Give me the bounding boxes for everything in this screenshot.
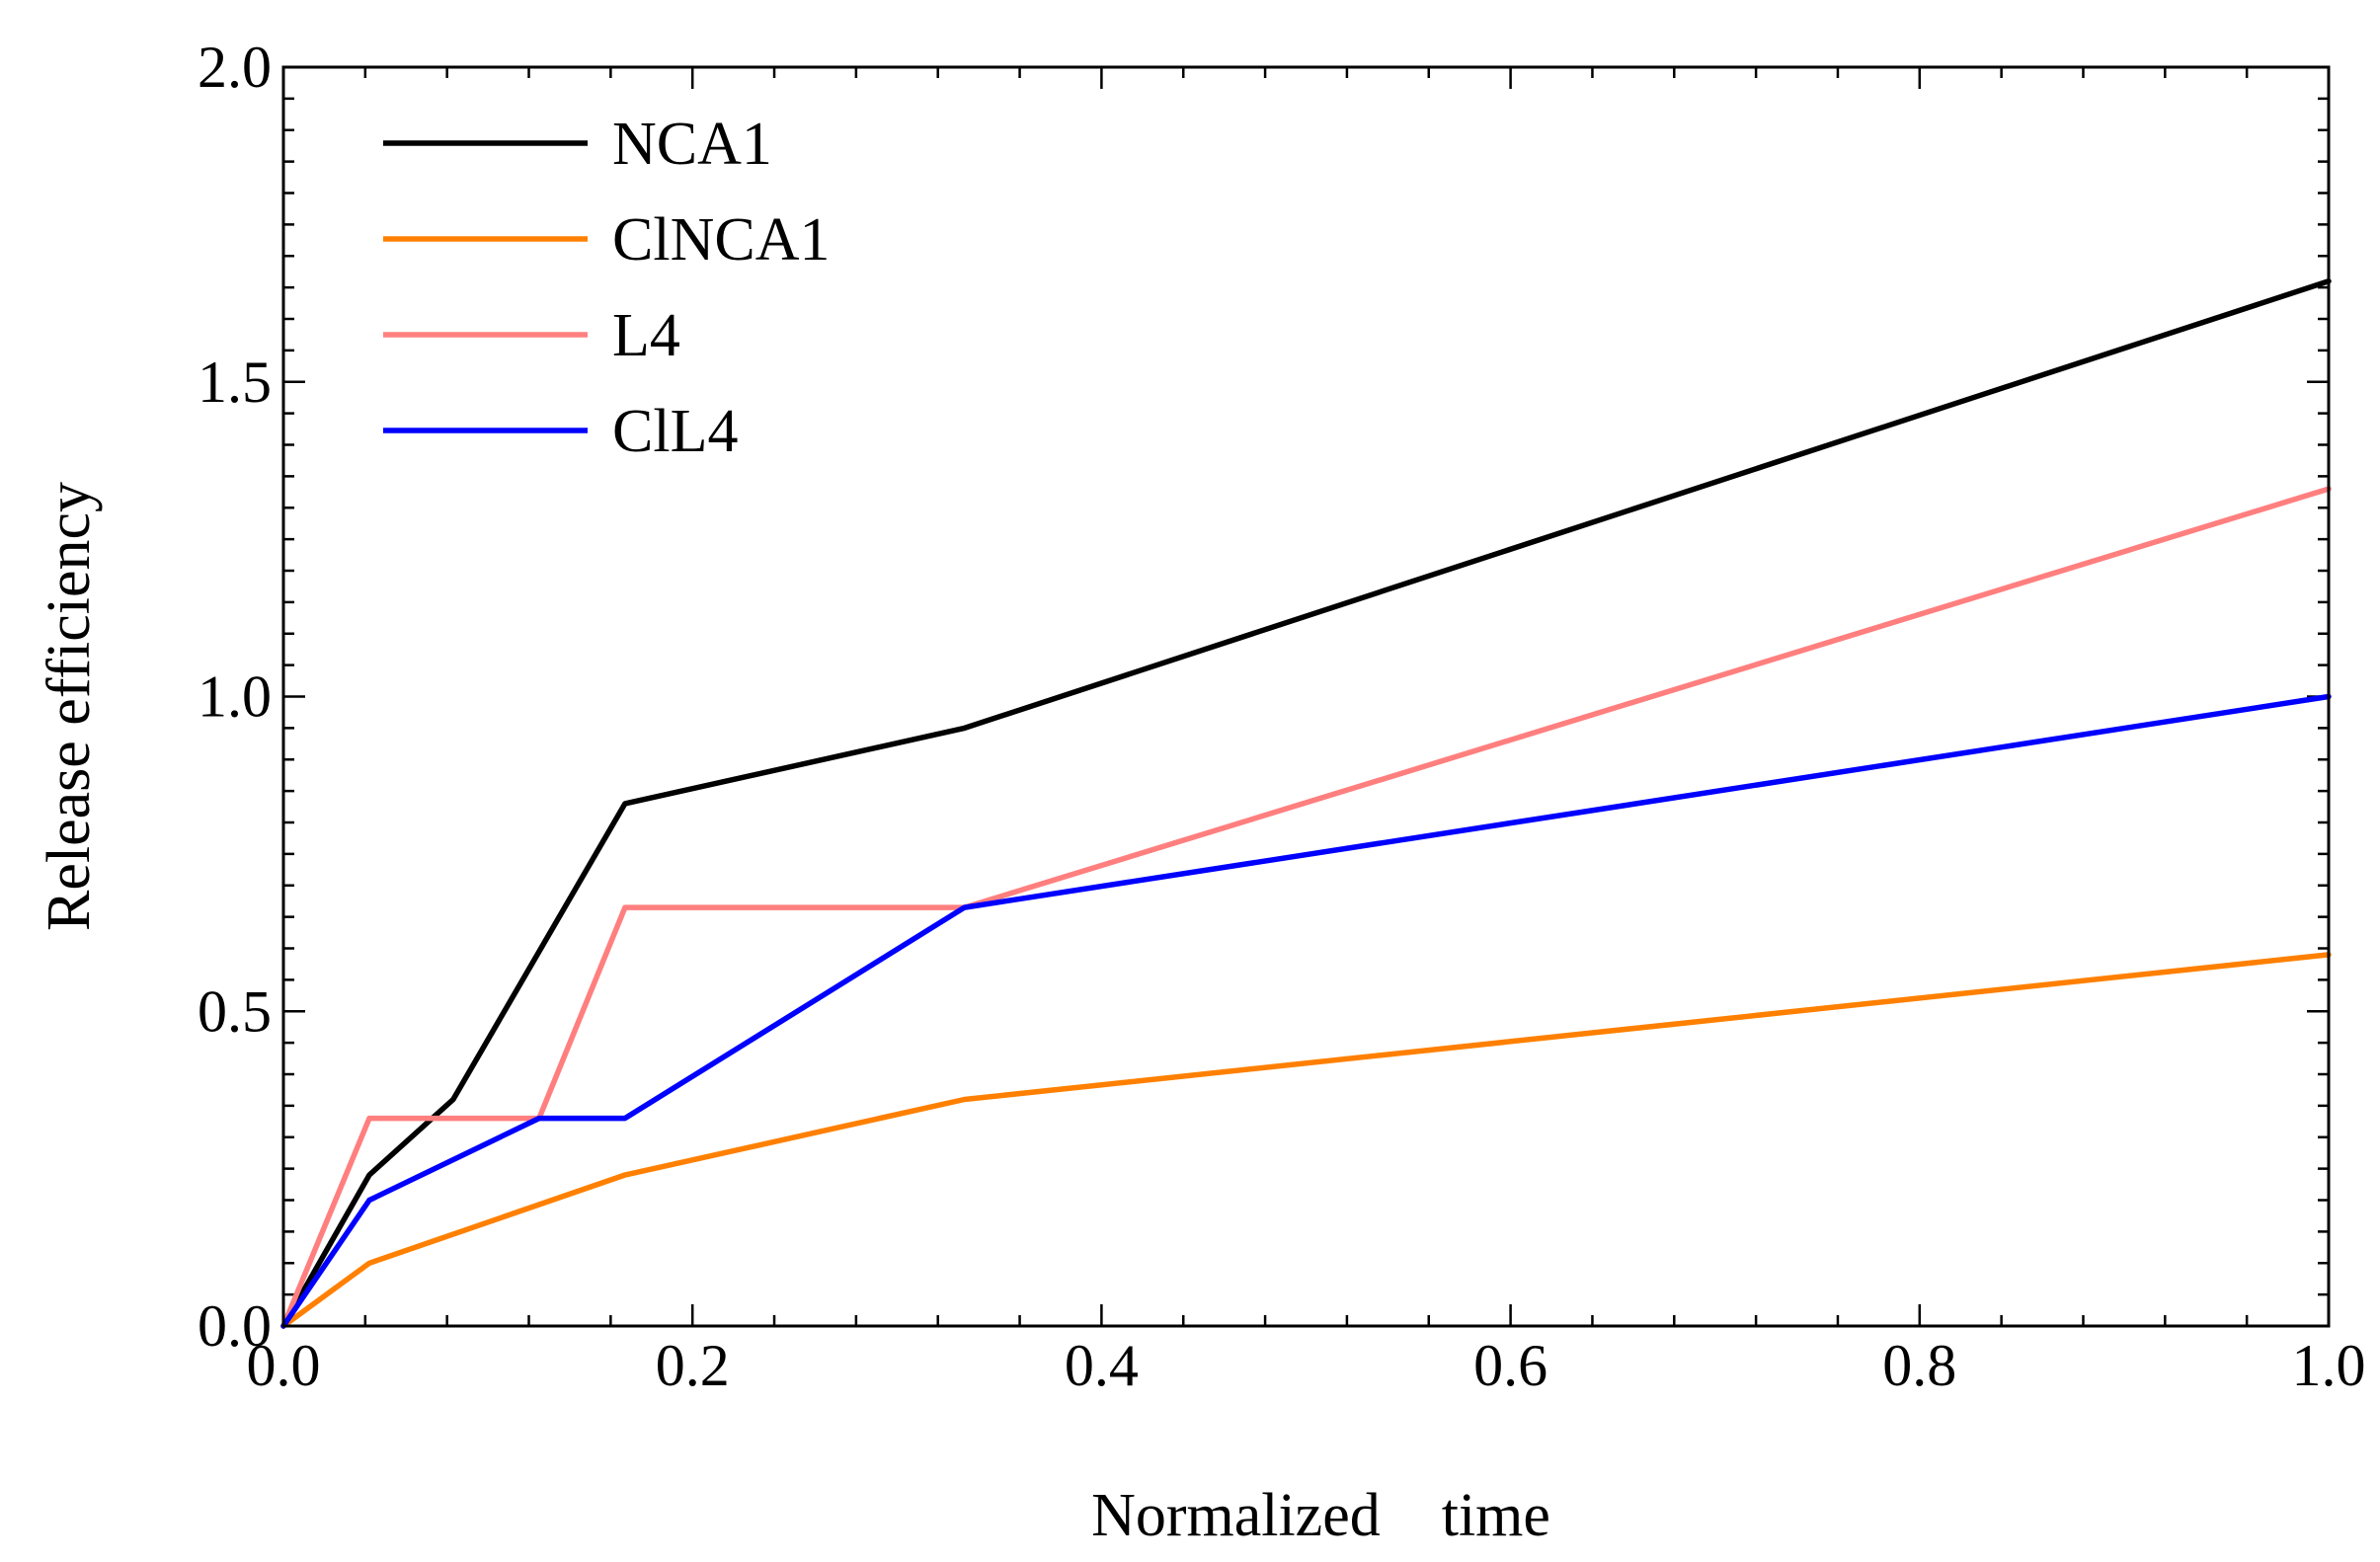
- legend: NCA1 ClNCA1 L4 ClL4: [383, 111, 830, 465]
- x-tick-label: 1.0: [2292, 1333, 2366, 1398]
- legend-label-nca1: NCA1: [612, 111, 772, 178]
- x-tick-label: 0.8: [1882, 1333, 1956, 1398]
- legend-label-clnca1: ClNCA1: [612, 206, 830, 273]
- y-tick-label: 2.0: [198, 35, 272, 100]
- x-tick-label: 0.4: [1065, 1333, 1139, 1398]
- series-lines: [280, 278, 2332, 1329]
- plot-frame: [281, 65, 2331, 1328]
- legend-label-l4: L4: [612, 302, 680, 369]
- y-tick-label: 1.5: [198, 350, 272, 415]
- series-line-nca1: [280, 278, 2332, 1329]
- series-line-cll4: [280, 693, 2332, 1329]
- x-tick-label: 0.0: [247, 1333, 321, 1398]
- legend-label-cll4: ClL4: [612, 398, 738, 465]
- x-axis-title: Normalized time: [1091, 1482, 1550, 1549]
- series-line-l4: [280, 486, 2332, 1329]
- y-tick-label: 0.0: [198, 1293, 272, 1359]
- series-line-clnca1: [280, 952, 2332, 1329]
- x-tick-label: 0.6: [1473, 1333, 1547, 1398]
- y-axis-title: Release efficiency: [36, 482, 103, 931]
- y-tick-label: 0.5: [198, 978, 272, 1044]
- tick-labels: 0.0 0.2 0.4 0.6 0.8 1.0 0.0 0.5 1.0 1.5 2.0: [198, 35, 2366, 1398]
- x-tick-label: 0.2: [656, 1333, 730, 1398]
- y-tick-label: 1.0: [198, 664, 272, 730]
